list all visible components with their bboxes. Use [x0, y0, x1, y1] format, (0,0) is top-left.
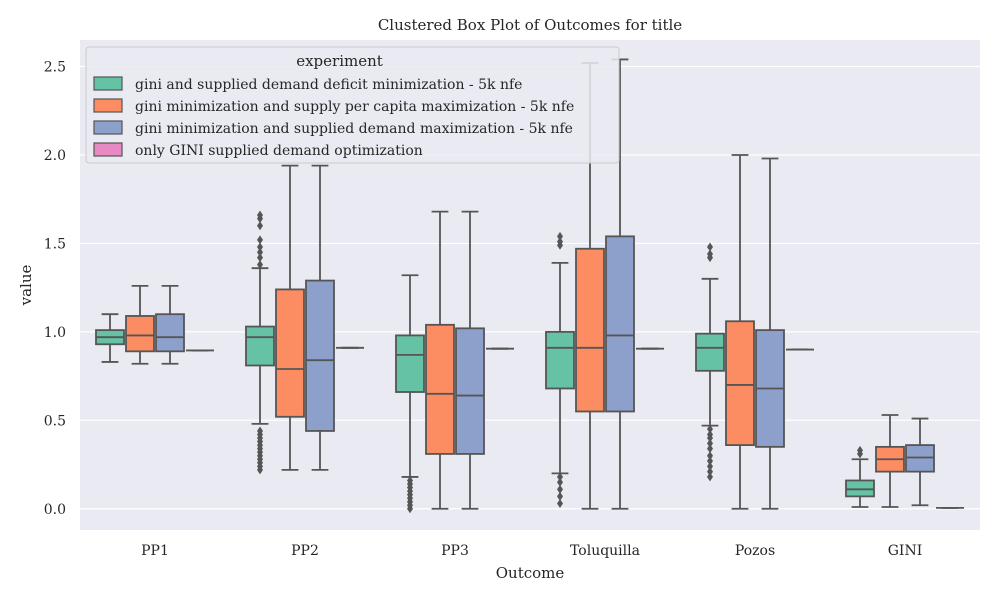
- x-tick-label: Pozos: [735, 543, 775, 559]
- box: [155, 313, 185, 353]
- legend-label: gini minimization and supplied demand ma…: [135, 121, 573, 137]
- outlier-point: [707, 444, 713, 454]
- outlier-point: [557, 498, 563, 508]
- outlier-point: [257, 221, 263, 231]
- box-group: [395, 274, 425, 514]
- box: [575, 247, 605, 413]
- x-tick-label: PP3: [441, 543, 469, 559]
- legend-label: gini minimization and supply per capita …: [135, 99, 574, 115]
- outlier-point: [257, 253, 263, 263]
- y-tick-label: 1.5: [44, 236, 66, 252]
- legend-label: only GINI supplied demand optimization: [135, 143, 423, 159]
- box: [275, 288, 305, 418]
- box-group: [305, 164, 335, 471]
- outlier-point: [707, 438, 713, 448]
- box-group: [905, 417, 935, 507]
- box: [425, 323, 455, 455]
- legend: experiment gini and supplied demand defi…: [85, 46, 620, 164]
- legend-swatch: [93, 142, 123, 157]
- box: [455, 327, 485, 455]
- x-tick-label: GINI: [888, 543, 923, 559]
- box-group: [755, 157, 785, 510]
- box: [545, 330, 575, 390]
- y-tick-label: 1.0: [44, 325, 66, 341]
- outlier-point: [707, 424, 713, 434]
- outlier-point: [257, 260, 263, 270]
- legend-swatch: [93, 120, 123, 135]
- box-group: [875, 414, 905, 508]
- outlier-point: [257, 242, 263, 252]
- box-group: [245, 210, 275, 475]
- outlier-point: [707, 451, 713, 461]
- box-group: [455, 210, 485, 510]
- outlier-point: [257, 210, 263, 220]
- outlier-point: [707, 456, 713, 466]
- outlier-point: [557, 477, 563, 487]
- box-group: [95, 313, 125, 363]
- legend-frame: [85, 46, 620, 164]
- y-axis-ticks: 0.0 0.5 1.0 1.5 2.0 2.5: [44, 60, 66, 518]
- box: [125, 315, 155, 353]
- chart-title: Clustered Box Plot of Outcomes for title: [378, 16, 682, 34]
- box-group: [695, 242, 725, 482]
- outlier-point: [557, 491, 563, 501]
- box-group: [605, 58, 635, 510]
- outlier-point: [707, 472, 713, 482]
- legend-swatch: [93, 98, 123, 113]
- x-axis-label: Outcome: [496, 564, 565, 582]
- y-tick-label: 2.0: [44, 148, 66, 164]
- y-tick-label: 2.5: [44, 60, 66, 76]
- box: [245, 325, 275, 367]
- box-group: [155, 284, 185, 365]
- box-group: [845, 445, 875, 508]
- box-group: [425, 210, 455, 510]
- legend-title: experiment: [296, 52, 383, 70]
- outlier-point: [707, 429, 713, 439]
- box: [695, 332, 725, 372]
- outlier-point: [557, 472, 563, 482]
- x-tick-label: PP2: [291, 543, 319, 559]
- outlier-point: [857, 445, 863, 455]
- legend-swatch: [93, 76, 123, 91]
- x-axis-ticks: PP1 PP2 PP3 Toluquilla Pozos GINI: [141, 543, 922, 559]
- legend-label: gini and supplied demand deficit minimiz…: [135, 77, 522, 93]
- outlier-point: [557, 231, 563, 241]
- legend-entries: gini and supplied demand deficit minimiz…: [93, 76, 574, 159]
- outlier-point: [257, 426, 263, 436]
- outlier-point: [707, 242, 713, 252]
- y-tick-label: 0.0: [44, 502, 66, 518]
- outlier-point: [707, 467, 713, 477]
- outlier-point: [707, 249, 713, 259]
- outlier-point: [257, 247, 263, 257]
- box: [395, 334, 425, 393]
- outlier-point: [557, 484, 563, 494]
- box-group: [725, 154, 755, 510]
- outlier-point: [707, 461, 713, 471]
- box: [725, 320, 755, 446]
- x-tick-label: Toluquilla: [570, 543, 640, 559]
- y-axis-label: value: [17, 265, 35, 307]
- box-group: [125, 284, 155, 365]
- box: [305, 279, 335, 432]
- box-group: [275, 164, 305, 471]
- box: [605, 235, 635, 413]
- box-group: [545, 231, 575, 508]
- box-group: [575, 62, 605, 510]
- outlier-point: [407, 475, 413, 485]
- outlier-point: [257, 235, 263, 245]
- outlier-point: [557, 237, 563, 247]
- y-tick-label: 0.5: [44, 413, 66, 429]
- x-tick-label: PP1: [141, 543, 169, 559]
- box-plots: [95, 58, 964, 514]
